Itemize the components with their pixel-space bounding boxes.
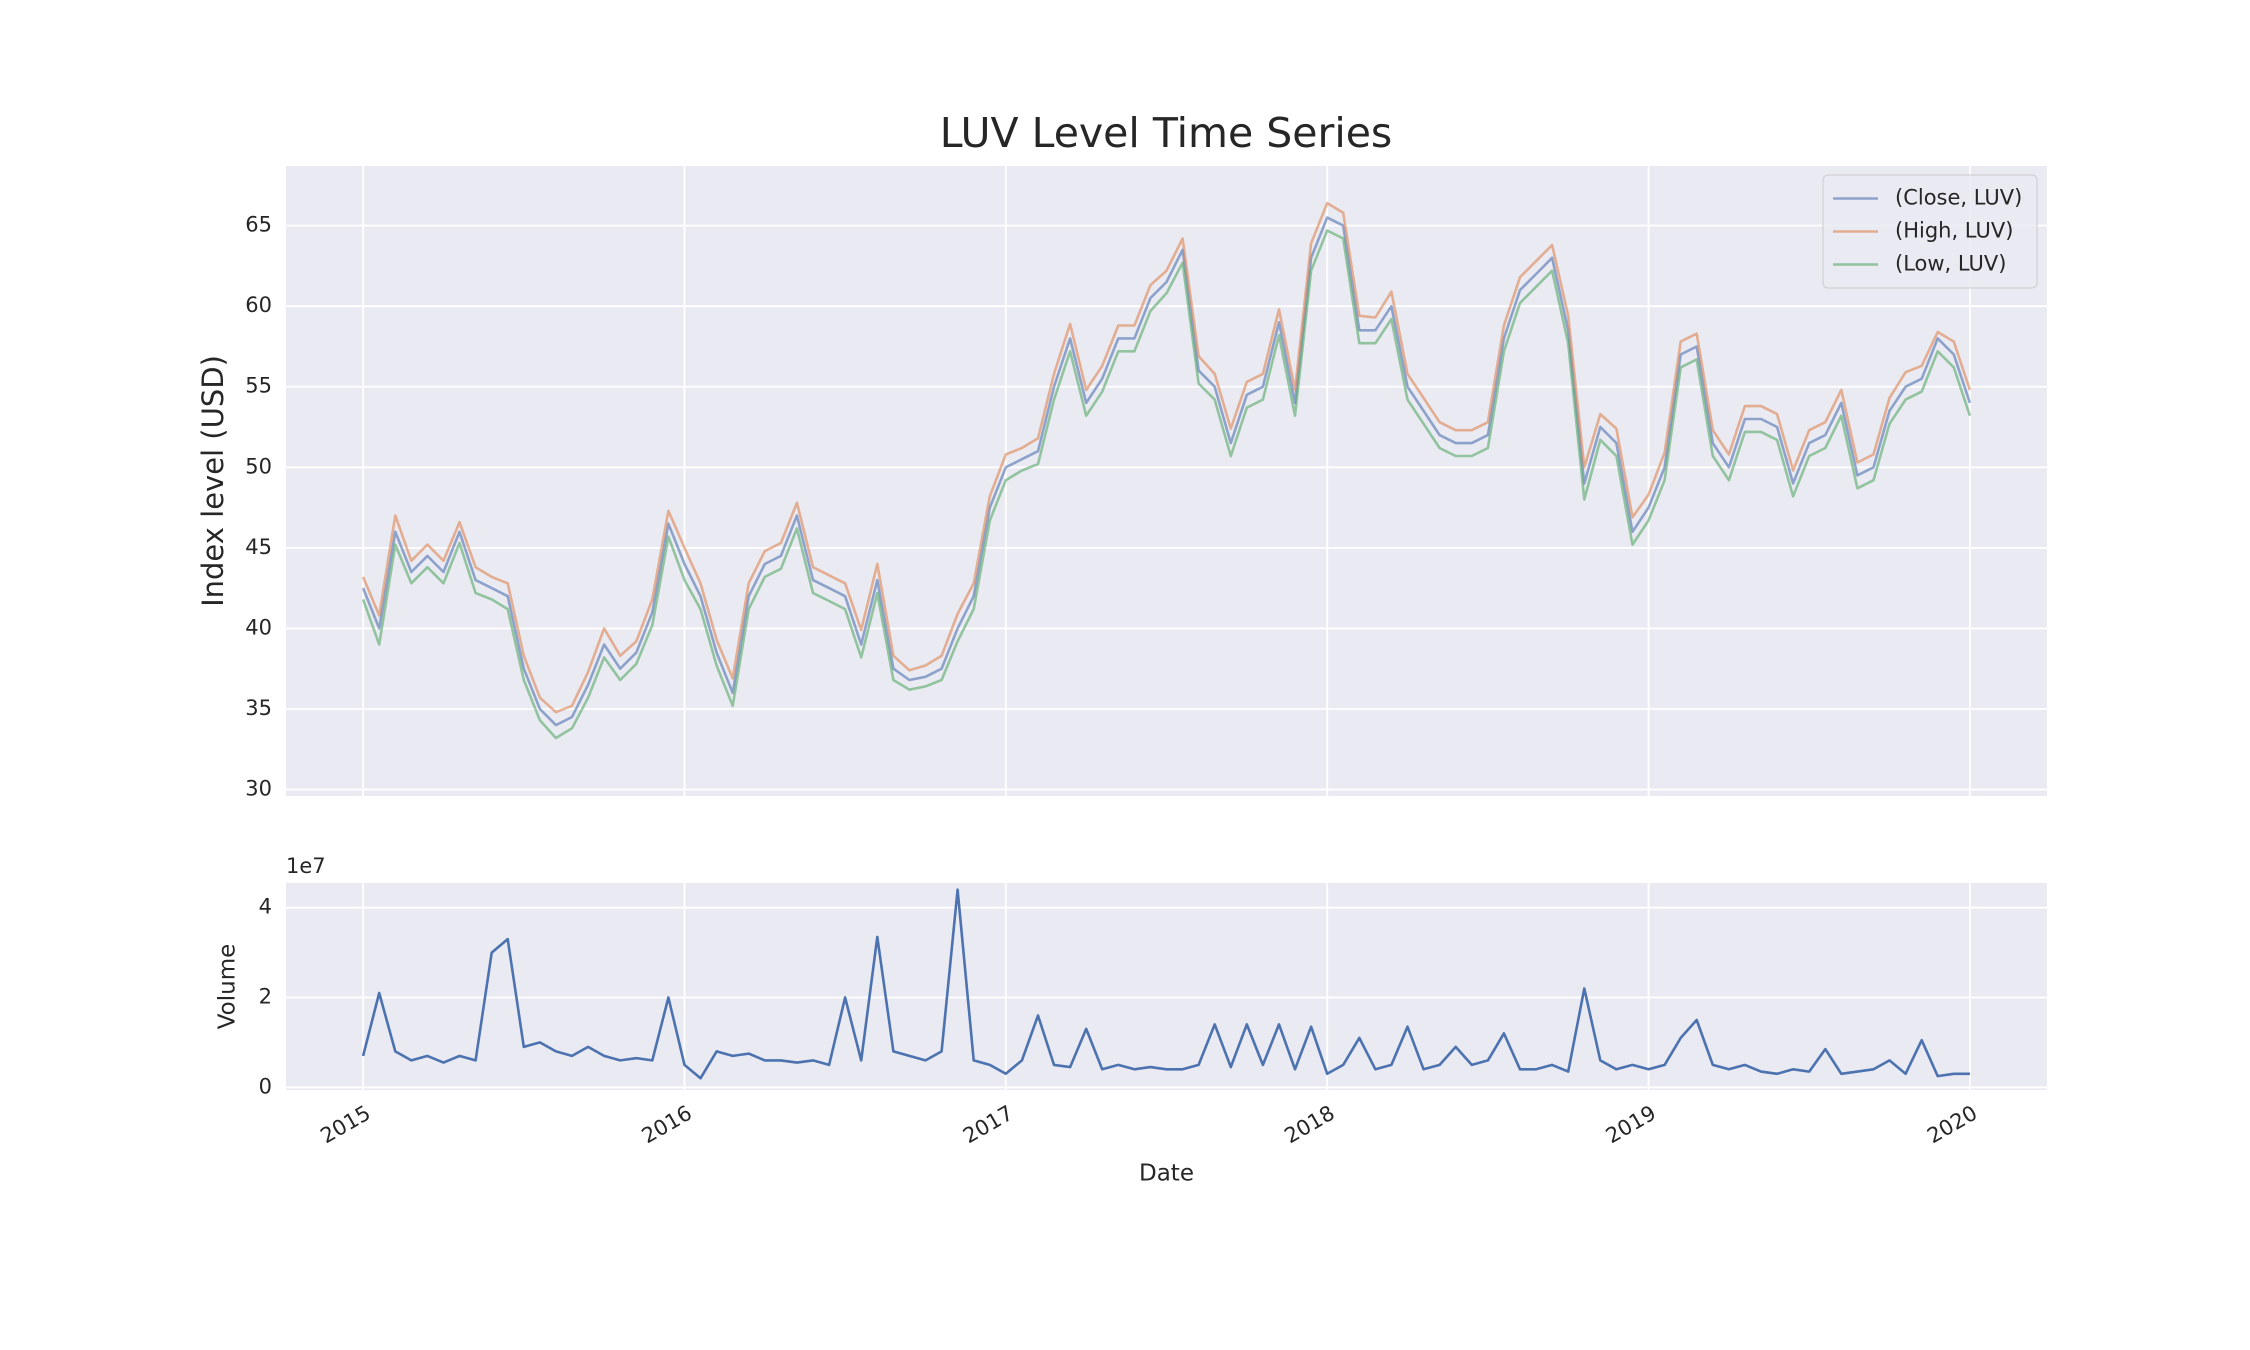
x-axis-label: Date — [1139, 1161, 1194, 1187]
legend: (Close, LUV) (High, LUV) (Low, LUV) — [1822, 174, 2038, 289]
x-tick-label: 2015 — [316, 1101, 374, 1149]
y-tick-label: 45 — [245, 535, 272, 559]
y-axis-label: Index level (USD) — [196, 355, 230, 607]
plot-background — [286, 166, 2047, 796]
legend-label: (Close, LUV) — [1895, 186, 2022, 210]
y-tick-label: 2 — [259, 985, 272, 1009]
plot-background — [286, 883, 2047, 1090]
y-tick-label: 4 — [259, 895, 272, 919]
y-tick-label: 50 — [245, 454, 272, 478]
series-line — [361, 229, 1972, 740]
series-line — [361, 216, 1972, 727]
y-offset-label: 1e7 — [286, 854, 326, 878]
x-tick-label: 2016 — [638, 1101, 696, 1149]
series-line — [361, 201, 1972, 714]
y-tick-label: 0 — [259, 1074, 272, 1098]
x-tick-label: 2019 — [1602, 1101, 1660, 1149]
y-axis-label: Volume — [215, 944, 241, 1030]
y-tick-label: 55 — [245, 374, 272, 398]
y-tick-label: 65 — [245, 213, 272, 237]
series-line — [361, 888, 1970, 1080]
y-tick-label: 30 — [245, 777, 272, 801]
y-tick-label: 40 — [245, 615, 272, 639]
x-tick-label: 2020 — [1923, 1101, 1981, 1149]
y-tick-label: 60 — [245, 293, 272, 317]
x-tick-label: 2018 — [1280, 1101, 1338, 1149]
y-tick-label: 35 — [245, 696, 272, 720]
legend-label: (High, LUV) — [1895, 219, 2013, 243]
legend-label: (Low, LUV) — [1895, 252, 2006, 276]
x-tick-label: 2017 — [959, 1101, 1017, 1149]
legend-frame — [1822, 174, 2038, 289]
chart-title: LUV Level Time Series — [940, 109, 1393, 157]
